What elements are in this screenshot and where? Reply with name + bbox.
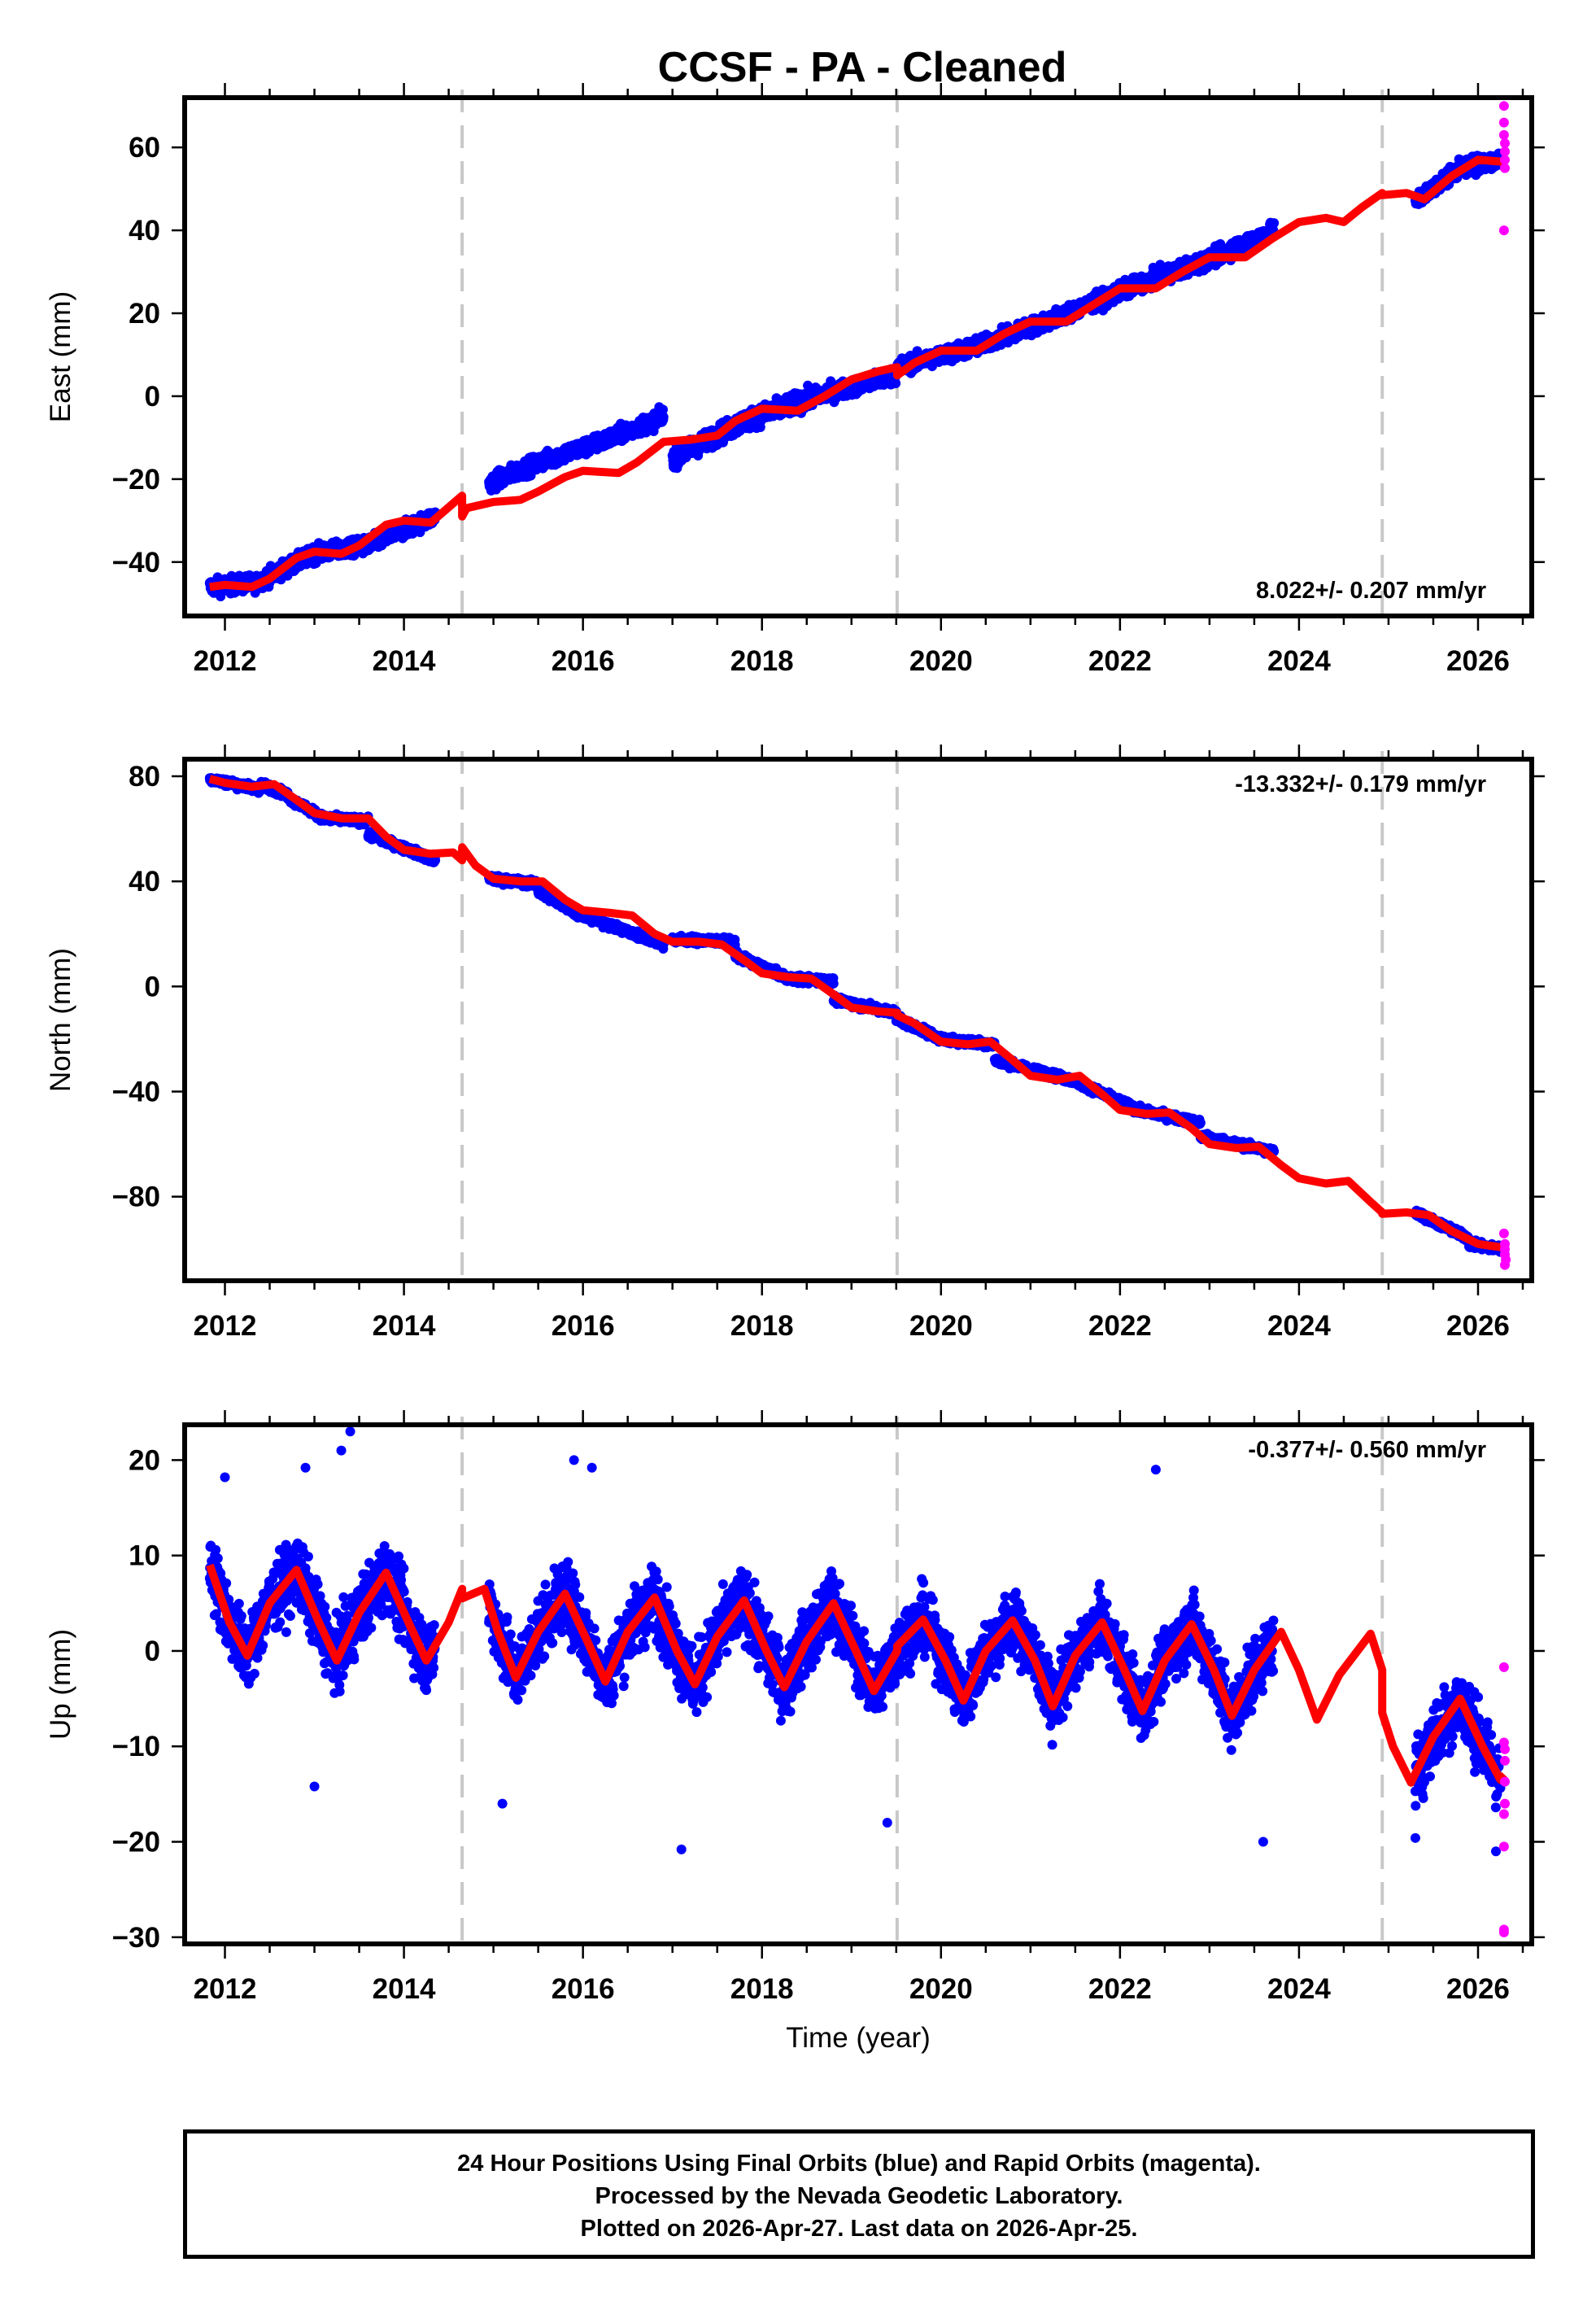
x-tick-label: 2024 <box>1267 645 1331 677</box>
rapid-orbit-point <box>1498 129 1509 140</box>
x-tick-label: 2026 <box>1446 645 1510 677</box>
x-tick-label: 2014 <box>373 645 436 677</box>
y-tick-label: −20 <box>112 464 160 496</box>
x-tick-label: 2020 <box>909 645 973 677</box>
chart-title: CCSF - PA - Cleaned <box>658 44 1067 91</box>
final-orbit-point <box>1269 218 1280 229</box>
y-tick-label: 40 <box>129 215 160 247</box>
velocity-annotation: 8.022+/- 0.207 mm/yr <box>1256 578 1486 604</box>
y-tick-label: −40 <box>112 547 160 579</box>
rapid-orbit-point <box>1498 101 1509 111</box>
panel-north: 2012 2014 2016 2018 2020 2022 2024 2026−80−4004… <box>45 745 1545 1342</box>
y-tick-label: 0 <box>145 381 160 413</box>
final-orbit-point <box>658 412 669 422</box>
rapid-orbit-point <box>1498 225 1509 236</box>
x-tick-label: 2022 <box>1088 645 1152 677</box>
rapid-orbit-point <box>1498 117 1509 128</box>
x-tick-label: 2016 <box>552 645 615 677</box>
x-tick-label: 2012 <box>194 645 257 677</box>
final-orbit-point <box>658 404 669 415</box>
model-fit-line <box>209 155 1506 592</box>
plot-area <box>204 101 1510 601</box>
x-tick-label: 2018 <box>730 645 794 677</box>
y-tick-label: 60 <box>129 132 160 164</box>
rapid-orbit-point <box>1499 163 1510 173</box>
plot-area <box>204 773 1511 1270</box>
y-axis-label: East (mm) <box>45 291 76 422</box>
y-tick-label: 20 <box>129 298 160 330</box>
panel-east: 2012 2014 2016 2018 2020 2022 2024 2026 −40 −20 0 2… <box>45 83 1545 677</box>
